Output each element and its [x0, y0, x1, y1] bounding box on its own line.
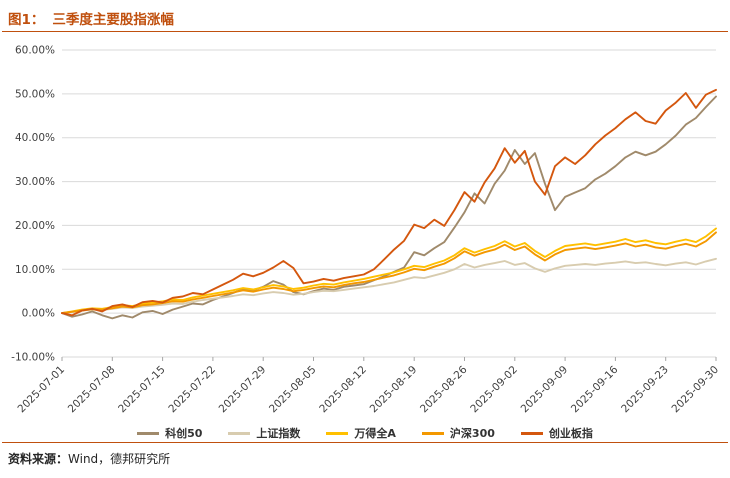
figure-number: 图1：: [8, 12, 45, 28]
legend-swatch: [228, 431, 251, 435]
figure-title: 三季度主要股指涨幅: [52, 12, 174, 28]
x-axis-label: 2025-07-22: [166, 364, 218, 416]
x-axis-label: 2025-08-05: [267, 364, 319, 416]
legend-label: 科创50: [165, 427, 203, 440]
header-divider: [2, 31, 728, 32]
legend-label: 万得全A: [354, 427, 396, 440]
legend-swatch: [326, 431, 349, 435]
x-axis-label: 2025-07-29: [217, 364, 269, 416]
x-axis-label: 2025-08-26: [418, 363, 470, 415]
series-line: [61, 227, 717, 315]
legend-swatch: [520, 431, 543, 435]
x-axis-label: 2025-08-19: [368, 364, 420, 416]
source-note: 资料来源：Wind，德邦研究所: [0, 443, 730, 467]
x-axis-label: 2025-09-23: [619, 364, 671, 416]
legend-item: 万得全A: [326, 425, 396, 441]
y-axis-label: 30.00%: [15, 176, 55, 188]
y-axis-label: 20.00%: [15, 220, 55, 232]
source-value: Wind，德邦研究所: [68, 452, 171, 466]
y-axis-label: 0.00%: [22, 308, 55, 320]
x-axis-label: 2025-07-15: [116, 364, 168, 416]
chart-legend: 科创50 上证指数 万得全A 沪深300 创业板指: [0, 424, 730, 442]
line-chart: -10.00% 0.00% 10.00% 20.00% 30.00% 40.00% 50.0…: [0, 32, 730, 442]
legend-label: 创业板指: [548, 427, 593, 440]
legend-label: 沪深300: [449, 427, 495, 440]
x-axis-label: 2025-09-02: [468, 364, 520, 416]
source-label: 资料来源：: [8, 452, 69, 466]
legend-swatch: [421, 431, 444, 435]
x-axis-label: 2025-07-08: [66, 364, 118, 416]
series-line: [61, 88, 717, 317]
legend-item: 创业板指: [520, 425, 593, 441]
x-axis-label: 2025-09-30: [669, 364, 721, 416]
series-line: [61, 95, 717, 320]
chart-canvas: -10.00% 0.00% 10.00% 20.00% 30.00% 40.00% 50.0…: [11, 45, 721, 416]
legend-item: 沪深300: [421, 425, 495, 441]
x-axis-label: 2025-08-12: [317, 364, 369, 416]
x-axis-label: 2025-09-09: [519, 364, 571, 416]
x-axis-label: 2025-09-16: [569, 363, 621, 415]
series-line: [61, 231, 717, 315]
footer-divider: [2, 442, 728, 443]
legend-item: 科创50: [137, 425, 202, 441]
y-axis-label: 60.00%: [15, 45, 55, 57]
legend-label: 上证指数: [256, 427, 301, 440]
y-axis-label: -10.00%: [11, 352, 55, 364]
x-axis-label: 2025-07-01: [15, 364, 67, 416]
legend-item: 上证指数: [228, 425, 300, 441]
series-line: [61, 257, 717, 315]
y-axis-label: 10.00%: [15, 264, 55, 276]
legend-swatch: [137, 431, 160, 435]
y-axis-label: 50.00%: [15, 88, 55, 100]
y-axis-label: 40.00%: [15, 132, 55, 144]
figure-header: 图1： 三季度主要股指涨幅: [0, 0, 730, 31]
